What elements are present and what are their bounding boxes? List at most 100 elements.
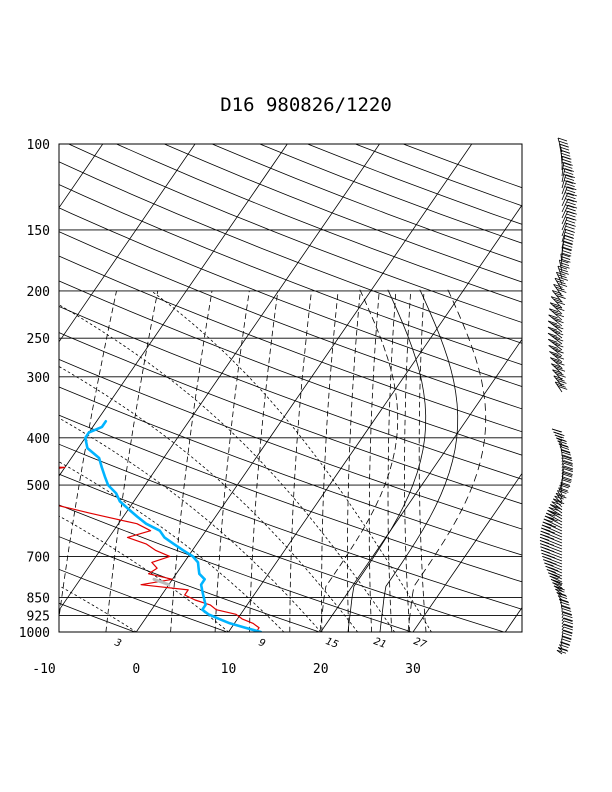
wind-barb [544,515,555,520]
wind-barb [563,471,573,475]
wind-barb [561,463,565,469]
wind-barb [566,195,576,200]
moist-adiabat [59,515,229,632]
wind-barb [553,365,563,370]
wind-barb [563,466,573,471]
mixing-ratio-label: 27 [412,636,428,651]
wind-barb [561,479,571,483]
moist-adiabat [150,290,432,632]
wind-barb [545,529,555,534]
wind-barb [553,298,563,303]
wind-barb [563,240,573,245]
wind-barb [551,501,561,506]
wind-barb [557,595,568,600]
wind-barb [556,383,566,388]
wind-barb [547,326,558,331]
wind-barb [560,149,571,154]
wind-barb [561,454,564,460]
dry-adiabat [59,231,522,410]
wind-barb [550,511,560,516]
wind-barb [561,204,569,219]
wind-barb [557,289,567,293]
cyan-profile-line [84,419,263,632]
wind-barb [554,337,564,342]
wind-barb [547,509,557,514]
wind-barb [545,548,555,552]
wind-barb [555,307,565,312]
wind-barb [565,198,575,203]
mixing-ratio-line [368,290,380,632]
wind-barb [543,518,563,529]
wind-barb [567,192,577,197]
wind-barb [559,599,569,604]
y-tick-label: 925 [27,609,50,624]
wind-barb [563,174,573,178]
wind-barb [556,649,567,654]
wind-barb [561,451,572,456]
wind-barb [556,592,563,598]
y-tick-label: 250 [27,332,50,347]
wind-barb [547,560,557,565]
wind-barb [558,386,568,390]
wind-barb [563,465,574,470]
wind-barb [560,264,570,269]
moist-adiabat [59,585,137,632]
wind-barb [559,262,570,267]
wind-barb [549,567,559,572]
lower-temperature-line [59,466,260,632]
wind-barb [561,168,566,183]
wind-barb [565,219,576,224]
wind-barb [554,381,563,393]
wind-barb [542,556,552,560]
x-tick-label: -10 [32,662,55,677]
y-tick-label: 850 [27,592,50,607]
wind-barb [561,217,568,231]
wind-barb [555,367,566,372]
wind-barb [559,146,570,151]
wind-barb [559,598,569,603]
wind-barb [545,554,556,559]
wind-barb [559,644,563,649]
y-tick-label: 300 [27,371,50,386]
wind-barb [541,527,551,532]
wind-barb [559,444,569,448]
wind-barb [551,347,561,352]
wind-barb [545,512,563,523]
plot-frame [58,143,523,633]
wind-barb [561,223,568,237]
mixing-ratio-line [418,290,427,632]
wind-barb [561,626,565,631]
wind-barb [562,250,572,254]
dry-adiabat [259,144,522,244]
isotherm [412,472,522,632]
wind-barb [554,343,564,348]
wind-barb [554,313,565,318]
wind-barb [560,641,563,646]
dry-adiabat [59,473,505,632]
wind-barb [548,345,558,349]
wind-barb [548,507,563,517]
wind-barb [563,629,573,634]
dry-adiabat [59,306,522,480]
dry-adiabat [59,358,522,530]
wind-barb [540,549,551,554]
wind-barb [551,323,561,327]
wind-barb [561,152,571,157]
wind-barb [560,483,571,488]
wind-barb [563,162,573,166]
wind-barb [552,369,562,374]
wind-barb [556,280,566,285]
dry-adiabat [402,144,522,189]
wind-barb [547,332,558,337]
x-tick-label: 0 [132,662,140,677]
wind-barb [563,624,573,629]
wind-barb [554,331,564,336]
y-tick-label: 200 [27,285,50,300]
wind-barb [548,314,558,319]
wind-barb [565,204,575,209]
wind-barb [551,316,561,321]
wind-barb [562,247,572,252]
wind-barb [561,186,568,201]
mixing-ratio-label: 3 [113,637,123,650]
wind-barb [567,204,578,209]
